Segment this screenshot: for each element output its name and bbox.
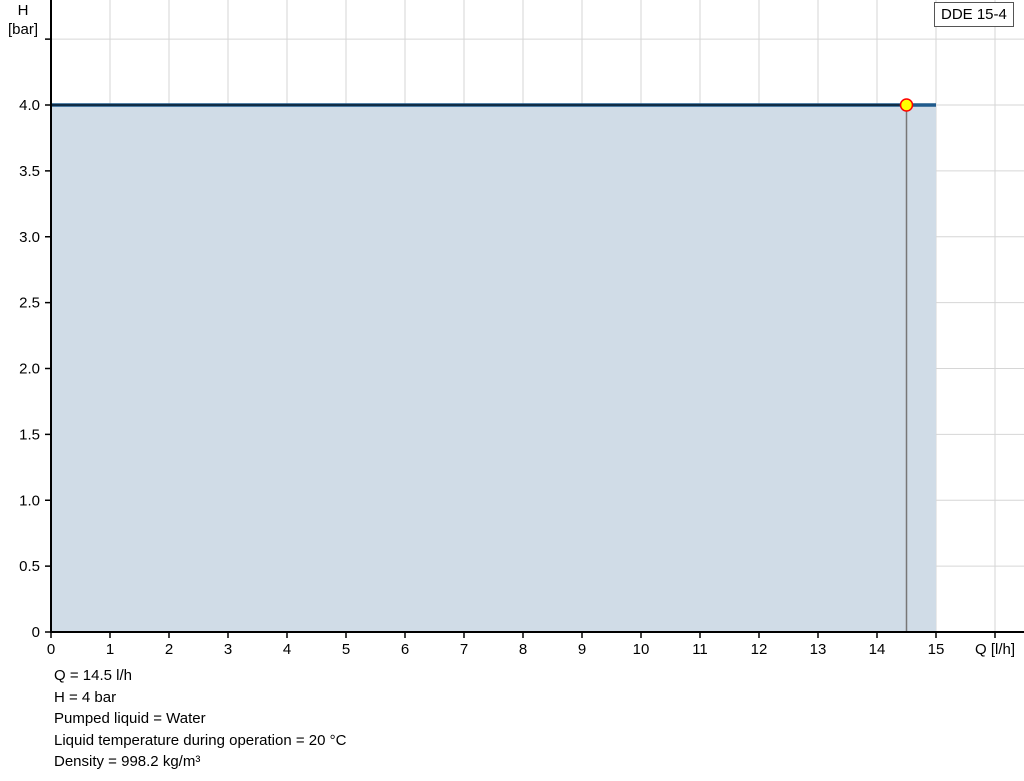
x-tick-label: 10 — [633, 641, 650, 658]
x-tick-label: 5 — [342, 641, 350, 658]
y-tick-label: 1.0 — [19, 492, 40, 509]
info-liquid: Pumped liquid = Water — [54, 710, 206, 727]
x-tick-label: 11 — [692, 641, 708, 658]
x-tick-label: 12 — [751, 641, 768, 658]
y-axis-label: H [bar] — [8, 1, 38, 39]
y-tick-label: 4.0 — [19, 97, 40, 114]
duty-point-marker — [899, 98, 914, 112]
info-head: H = 4 bar — [54, 688, 117, 706]
y-tick-label: 1.5 — [19, 426, 40, 443]
x-tick-label: 4 — [283, 641, 291, 658]
legend: DDE 15-4 — [934, 2, 1014, 27]
x-tick-label: 13 — [810, 641, 827, 658]
x-tick-label: 7 — [460, 641, 468, 658]
info-density: Density = 998.2 kg/m³ — [54, 753, 201, 770]
y-tick-label: 2.0 — [19, 361, 40, 378]
x-tick-label: 1 — [106, 641, 114, 658]
info-temperature: Liquid temperature during operation = 20… — [54, 731, 347, 749]
y-axis-title: H — [17, 2, 29, 19]
curve-area — [51, 105, 936, 632]
x-tick-label: 15 — [928, 641, 945, 658]
x-tick-label: 9 — [578, 641, 586, 658]
operating-info: Q = 14.5 l/h H = 4 bar Pumped liquid = W… — [54, 665, 346, 773]
y-tick-label: 0 — [32, 624, 40, 641]
x-tick-label: 14 — [869, 641, 886, 658]
y-tick-label: 2.5 — [19, 295, 40, 312]
x-axis-label: Q [l/h] — [975, 641, 1015, 658]
x-tick-label: 2 — [165, 641, 173, 658]
info-flow: Q = 14.5 l/h — [54, 667, 132, 684]
y-axis-unit: [bar] — [8, 21, 39, 38]
x-tick-label: 6 — [401, 641, 409, 658]
y-tick-label: 3.5 — [19, 163, 40, 180]
y-tick-label: 0.5 — [19, 558, 40, 575]
x-tick-label: 8 — [519, 641, 527, 658]
y-tick-label: 3.0 — [19, 229, 40, 246]
x-tick-label: 3 — [224, 641, 232, 658]
x-tick-label: 0 — [47, 641, 55, 658]
